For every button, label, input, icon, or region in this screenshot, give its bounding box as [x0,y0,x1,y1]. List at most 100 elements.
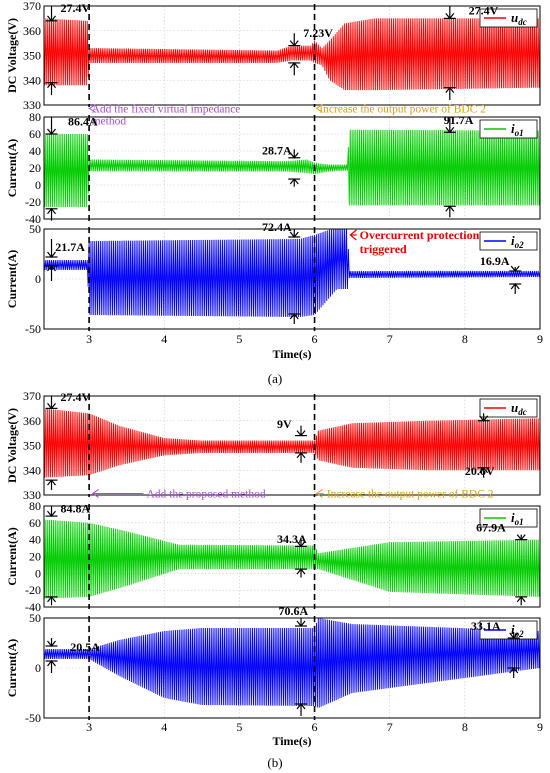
y-axis-label: Current(A) [5,139,19,197]
legend-box [479,620,538,640]
amplitude-annotation: 33.1A [471,619,501,633]
waveform-i_o1 [44,129,540,208]
legend-subscript: o2 [515,629,525,639]
subplot: -50 0 50 Current(A) io2 21.7A 72.4A 16.9AOvercu… [5,220,541,336]
y-tick-label: -40 [25,212,41,226]
amplitude-annotation: 70.6A [278,604,308,618]
x-tick-label: 7 [387,332,393,346]
amplitude-annotation: 27.4V [469,4,499,18]
legend-symbol: u [511,400,518,415]
plot-frame [43,617,541,719]
legend-subscript: o1 [515,128,524,138]
y-tick-label: -40 [25,600,41,614]
amplitude-annotation: 16.9A [480,254,510,268]
x-tick-label: 5 [236,332,242,346]
callout-arrowhead [349,229,357,241]
x-tick-label: 6 [312,720,318,734]
y-tick-label: 40 [29,533,41,547]
waveform-trace [44,618,540,708]
y-tick-label: 60 [29,516,41,530]
legend-label: io2 [511,622,524,639]
x-tick-label: 4 [161,720,167,734]
amplitude-annotation: 72.4A [262,220,292,234]
amplitude-annotation: 20.5A [70,640,100,654]
legend-label: io1 [511,510,524,527]
y-axis-label: DC Voltage(V) [5,408,19,483]
y-tick-label: 330 [23,488,41,502]
y-tick-label: 80 [29,499,41,513]
x-tick-label: 3 [86,720,92,734]
plot-frame [43,5,541,106]
y-tick-label: 20 [29,550,41,564]
legend-box [479,231,538,251]
waveform-trace [44,408,540,478]
legend-symbol: i [511,121,515,136]
waveform-u_dc [44,408,540,478]
legend-subscript: o1 [515,517,524,527]
y-tick-label: 0 [35,661,41,675]
legend-subscript: dc [518,17,527,27]
waveform-i_o2 [44,229,540,317]
subplot: 330 340 350 360 370 DC Voltage(V) udc 27.4V 7.23… [5,0,541,127]
x-tick-label: 7 [387,720,393,734]
subplot: -50 0 50 Current(A) io2 20.5A 70.6A 33.1A [5,604,541,725]
y-axis-label: Current(A) [5,250,19,308]
amplitude-annotation: 84.8A [61,502,91,516]
event-note: Increase the output power of BDC 2 [319,103,486,115]
y-tick-label: 360 [23,24,41,38]
y-tick-label: 40 [29,144,41,158]
y-tick-label: 370 [23,389,41,403]
amplitude-annotation: 7.23V [303,26,333,40]
x-tick-label: 6 [312,332,318,346]
plot-frame [43,228,541,330]
legend-subscript: o2 [515,240,525,250]
y-axis-label: DC Voltage(V) [5,18,19,93]
note-arrowhead [315,104,323,113]
x-tick-label: 4 [161,332,167,346]
amplitude-annotation: 86.4A [68,115,98,129]
y-tick-label: 0 [35,272,41,286]
plot-frame [43,505,541,608]
y-tick-label: 330 [23,98,41,112]
x-tick-label: 8 [462,332,468,346]
legend-label: io2 [511,233,524,250]
subplot: 330 340 350 360 370 DC Voltage(V) udc 27.4V 9V 20… [5,389,541,502]
subplot: -40 -20 0 20 40 60 80 Current(A) io1 84.8A 34.3A 67… [5,499,541,614]
y-axis-label: Current(A) [5,639,19,697]
note-arrowhead [88,104,96,113]
plot-frame [43,395,541,496]
amplitude-annotation: 34.3A [277,532,307,546]
event-note: Increase the output power of BDC 2 [327,488,494,500]
y-tick-label: 60 [29,127,41,141]
panel-caption: (a) [268,371,282,386]
event-note: Add the proposed method [146,488,265,500]
x-tick-label: 3 [86,332,92,346]
legend-symbol: i [511,510,515,525]
note-arrowhead [91,489,99,498]
legend-box [479,119,538,139]
legend: udc [479,398,538,418]
legend-label: udc [511,10,527,27]
legend-box [479,8,538,28]
amplitude-annotation: 21.7A [55,240,85,254]
note-arrowhead [315,489,323,498]
x-tick-label: 5 [236,720,242,734]
callout-text: Overcurrent protection [360,228,480,242]
legend: io2 [479,620,538,640]
x-tick-label: 8 [462,720,468,734]
legend: io1 [479,508,538,528]
waveform-trace [44,519,540,599]
amplitude-annotation: 20.6V [465,464,495,478]
legend: udc [479,8,538,28]
waveform-i_o1 [44,519,540,599]
y-tick-label: -50 [25,322,41,336]
y-tick-label: -20 [25,195,41,209]
amplitude-annotation: 27.4V [61,1,91,15]
y-tick-label: 0 [35,178,41,192]
waveform-i_o2 [44,618,540,708]
y-tick-label: 340 [23,73,41,87]
legend-box [479,508,538,528]
legend-label: io1 [511,121,524,138]
y-axis-label: Current(A) [5,527,19,585]
